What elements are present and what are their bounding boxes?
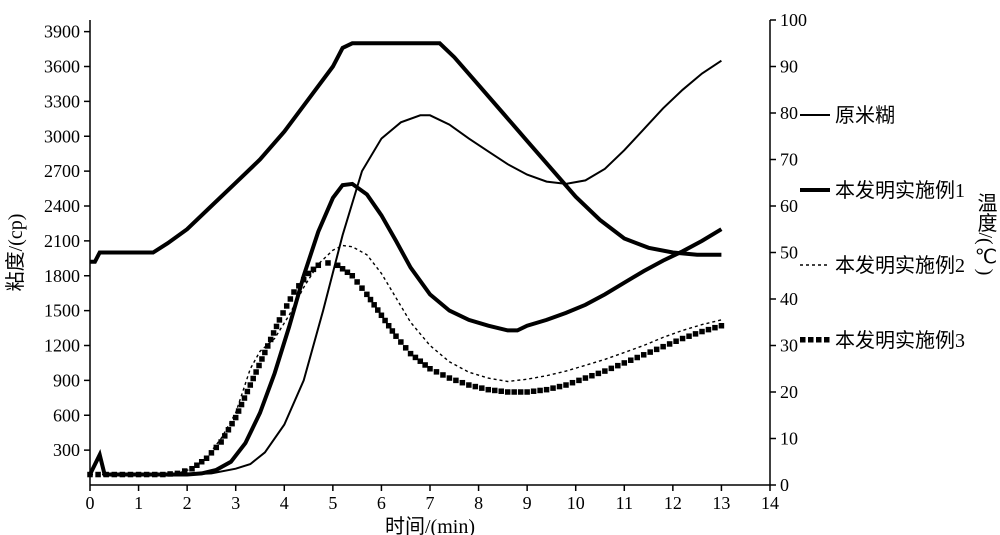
x-tick-label: 2 [183, 493, 192, 513]
y-right-tick-label: 30 [780, 336, 798, 356]
y-left-tick-label: 600 [53, 405, 80, 425]
x-tick-label: 0 [86, 493, 95, 513]
y-right-tick-label: 50 [780, 243, 798, 263]
y-right-axis-label: 温度/(℃) [974, 192, 997, 275]
legend-swatch [816, 337, 822, 343]
x-tick-label: 13 [712, 493, 730, 513]
y-left-axis-label: 粘度/(cp) [4, 214, 27, 292]
legend-label: 原米糊 [835, 104, 895, 127]
chart-container: 01234567891011121314时间/(min)300600900120… [0, 0, 1000, 535]
legend-label: 本发明实施例3 [835, 329, 965, 352]
x-axis-label: 时间/(min) [385, 515, 475, 535]
y-right-tick-label: 60 [780, 196, 798, 216]
x-tick-label: 9 [523, 493, 532, 513]
x-tick-label: 8 [474, 493, 483, 513]
y-right-tick-label: 40 [780, 289, 798, 309]
y-left-tick-label: 1200 [44, 336, 80, 356]
x-tick-label: 11 [616, 493, 633, 513]
y-left-tick-label: 2700 [44, 161, 80, 181]
legend-swatch [824, 337, 830, 343]
y-left-tick-label: 2100 [44, 231, 80, 251]
chart-svg: 01234567891011121314时间/(min)300600900120… [0, 0, 1000, 535]
series-s_ex1 [90, 184, 721, 475]
legend-swatch [800, 337, 806, 343]
y-left-tick-label: 2400 [44, 196, 80, 216]
y-left-tick-label: 900 [53, 370, 80, 390]
x-tick-label: 14 [761, 493, 779, 513]
x-tick-label: 10 [567, 493, 585, 513]
y-left-tick-label: 1500 [44, 301, 80, 321]
y-right-tick-label: 90 [780, 57, 798, 77]
x-tick-label: 12 [664, 493, 682, 513]
x-tick-label: 1 [134, 493, 143, 513]
series-s_temp [90, 43, 721, 261]
y-left-tick-label: 3900 [44, 22, 80, 42]
x-tick-label: 6 [377, 493, 386, 513]
x-tick-label: 7 [426, 493, 435, 513]
y-left-tick-label: 3600 [44, 57, 80, 77]
x-tick-label: 4 [280, 493, 289, 513]
y-right-tick-label: 10 [780, 429, 798, 449]
legend-label: 本发明实施例2 [835, 254, 965, 277]
y-right-tick-label: 70 [780, 150, 798, 170]
x-tick-label: 3 [231, 493, 240, 513]
y-right-tick-label: 0 [780, 475, 789, 495]
series-s_ex3 [87, 260, 724, 477]
y-right-tick-label: 80 [780, 103, 798, 123]
y-left-tick-label: 3300 [44, 91, 80, 111]
y-left-tick-label: 300 [53, 440, 80, 460]
series-s_yuan [90, 61, 721, 475]
legend-swatch [808, 337, 814, 343]
x-tick-label: 5 [328, 493, 337, 513]
y-left-tick-label: 3000 [44, 126, 80, 146]
y-right-tick-label: 100 [780, 10, 807, 30]
legend-label: 本发明实施例1 [835, 179, 965, 202]
y-left-tick-label: 1800 [44, 266, 80, 286]
y-right-tick-label: 20 [780, 382, 798, 402]
